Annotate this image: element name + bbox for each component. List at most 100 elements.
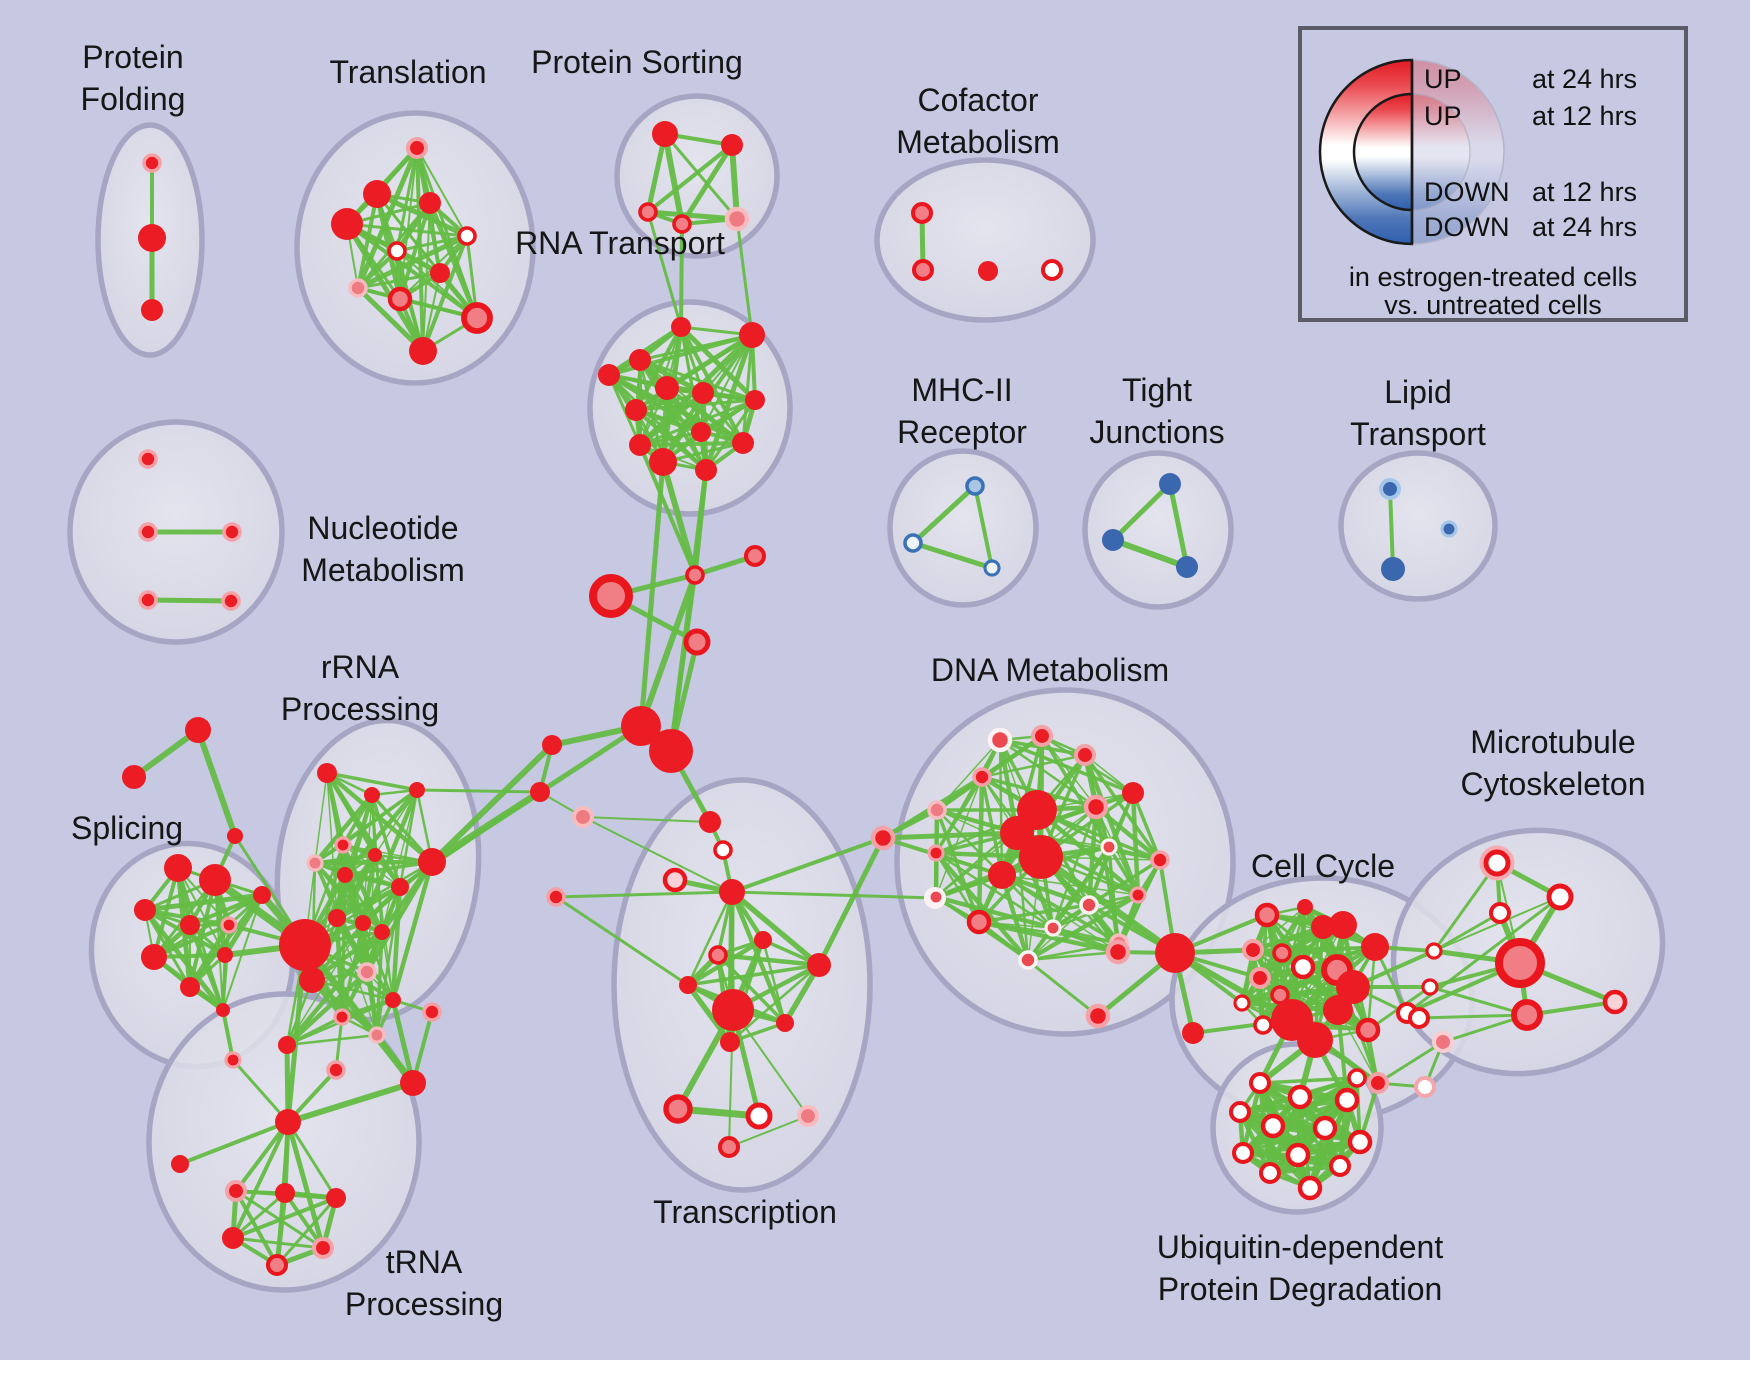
node-c5 [621, 706, 661, 746]
edge-rrna [325, 771, 419, 792]
node-rr16 [333, 1008, 351, 1026]
edge-ubiquitin [1240, 1075, 1360, 1156]
node-u5 [1260, 1113, 1286, 1139]
node-m2 [903, 533, 923, 553]
node-cc7 [1272, 943, 1292, 963]
edge-rt12-c1 [660, 459, 698, 578]
node-rt13 [695, 459, 717, 481]
node-sl3 [134, 899, 156, 921]
node-rt5 [655, 376, 679, 400]
node-tn6 [265, 1253, 289, 1277]
edge-ubiquitin [1241, 1126, 1327, 1155]
node-rr1 [317, 763, 337, 783]
node-cc12 [1233, 994, 1251, 1012]
cluster-rna_transport-label-line1: RNA Transport [515, 225, 725, 261]
cluster-lipid-label-line2: Transport [1350, 416, 1486, 452]
node-cc4 [1329, 911, 1357, 939]
edge-rr20-tx4 [582, 816, 733, 893]
edge-rrna [375, 885, 402, 1037]
node-sl2 [199, 864, 231, 896]
node-mb2 [1421, 978, 1439, 996]
node-tx17 [717, 1135, 741, 1159]
edge-m2-m3 [910, 540, 995, 571]
node-rr6 [337, 867, 353, 883]
node-pf1 [142, 153, 162, 173]
node-c4 [683, 628, 711, 656]
node-d1 [987, 727, 1013, 753]
node-d6 [927, 844, 945, 862]
node-rt4 [598, 364, 620, 386]
node-lp3 [1440, 520, 1458, 538]
legend-note-line1: in estrogen-treated cells [1349, 262, 1637, 292]
node-d10 [1083, 794, 1109, 820]
node-t3 [419, 192, 441, 214]
edge-protein_sorting [645, 209, 740, 222]
node-rr11 [374, 924, 390, 940]
edge-mb1-mt1 [1432, 861, 1499, 953]
node-cc19 [1366, 1071, 1390, 1095]
node-cc15 [1323, 995, 1353, 1025]
node-tn3 [326, 1188, 346, 1208]
edge-cl1-d15 [977, 920, 1100, 1018]
node-c2 [743, 544, 767, 568]
node-cf3 [978, 261, 998, 281]
node-sl8 [180, 977, 200, 997]
edge-ubiquitin [1258, 1076, 1359, 1085]
node-cc3 [1311, 915, 1335, 939]
edge-sl11-tn0 [231, 1058, 290, 1124]
edge-tx16-tx17 [728, 1115, 809, 1148]
legend-box: UP at 24 hrs UP at 12 hrs DOWN at 12 hrs… [1298, 26, 1688, 322]
node-tn1 [224, 1179, 248, 1203]
edge-dna [980, 753, 1087, 779]
node-t2 [363, 180, 391, 208]
edge-rna_transport [637, 357, 706, 396]
edge-mb2-mt5 [1428, 985, 1529, 1017]
node-tx14 [663, 1094, 693, 1124]
edge-rna_transport [634, 391, 705, 412]
edge-tx4-d0 [730, 836, 885, 894]
edge-c1-c6 [669, 573, 697, 753]
edge-rrna [374, 789, 418, 856]
node-mt4 [1495, 938, 1545, 988]
edge-rna_transport [678, 324, 758, 403]
edge-trna [231, 1191, 287, 1240]
edge-dna [1001, 874, 1139, 896]
node-ps4 [672, 214, 692, 234]
legend-row-up24-time: at 24 hrs [1532, 64, 1637, 94]
node-rr2 [364, 787, 380, 803]
cluster-lipid-ellipse [1338, 450, 1498, 602]
edge-trna [285, 1119, 326, 1251]
edge-ch-cc16 [1172, 950, 1295, 1023]
cluster-mhc-label-line2: Receptor [897, 414, 1027, 450]
edge-transcription [716, 953, 787, 1025]
node-rt3 [629, 349, 651, 371]
node-sl1 [164, 854, 192, 882]
node-nm1 [138, 449, 158, 469]
cluster-lipid-label-line1: Lipid [1384, 374, 1452, 410]
node-nm3 [222, 522, 242, 542]
node-rr8 [418, 848, 446, 876]
node-t10 [461, 302, 493, 334]
edge-splicing [152, 923, 231, 959]
node-nm5 [221, 591, 241, 611]
node-m3 [983, 559, 1001, 577]
edge-rrna [310, 978, 395, 1002]
node-u12 [1297, 1175, 1323, 1201]
edge-tj2-tj3 [1110, 537, 1190, 570]
edge-tn0-tni [178, 1120, 290, 1166]
cluster-tight-label-line2: Junctions [1089, 414, 1224, 450]
node-tx9 [807, 953, 831, 977]
node-d13 [1150, 850, 1170, 870]
node-d21 [1018, 950, 1038, 970]
edge-transcription [728, 963, 821, 1044]
node-sl4 [180, 915, 200, 935]
node-sl5 [220, 916, 238, 934]
node-t9 [387, 286, 413, 312]
edge-rrna [365, 970, 379, 1037]
edge-translation [344, 221, 426, 354]
node-cf4 [1040, 258, 1064, 282]
node-t11 [409, 337, 437, 365]
node-d14 [988, 861, 1016, 889]
edge-translation [427, 200, 480, 321]
